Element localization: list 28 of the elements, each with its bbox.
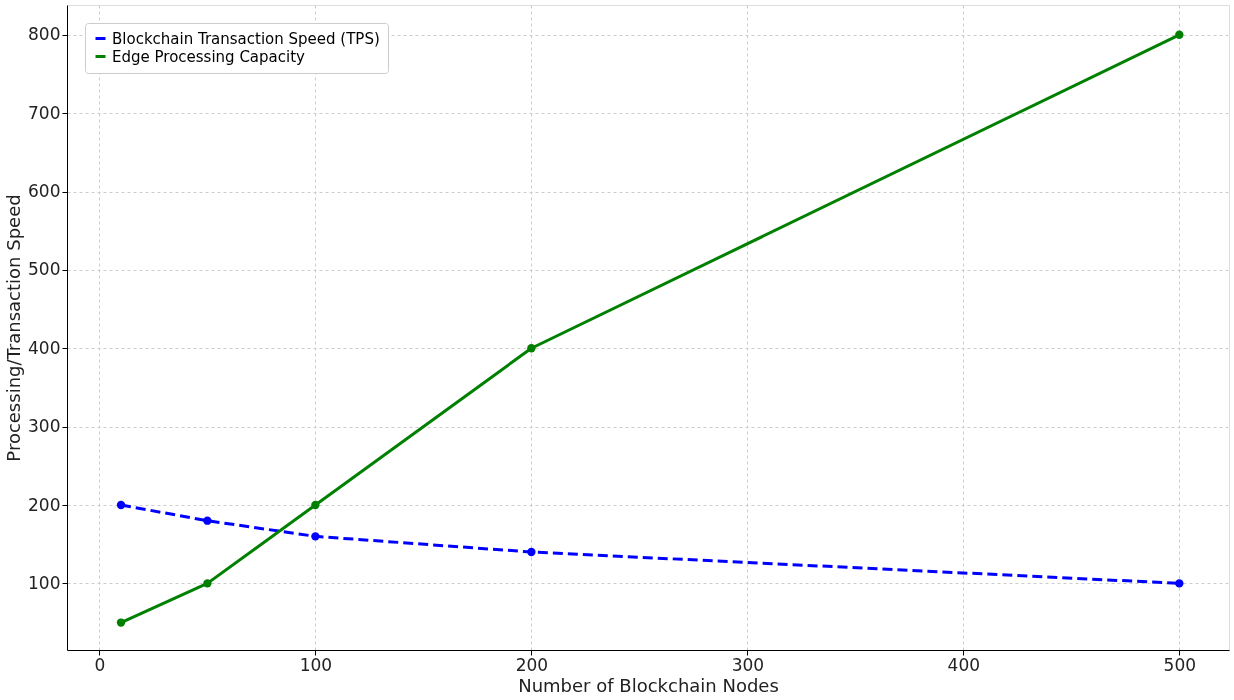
x-tick-label: 400 bbox=[947, 654, 981, 675]
y-axis-title: Processing/Transaction Speed bbox=[3, 194, 25, 462]
x-tick-label: 300 bbox=[731, 654, 765, 675]
x-tick-label: 100 bbox=[299, 654, 333, 675]
point bbox=[311, 500, 320, 510]
legend-label: Edge Processing Capacity bbox=[112, 47, 306, 66]
point bbox=[116, 618, 126, 627]
point bbox=[116, 500, 126, 510]
x-tick-label: 0 bbox=[94, 654, 106, 675]
y-tick-label: 600 bbox=[28, 181, 61, 202]
y-tick-label: 700 bbox=[28, 102, 61, 123]
y-tick-label: 800 bbox=[28, 24, 61, 45]
y-tick-label: 400 bbox=[28, 337, 61, 358]
y-tick-label: 300 bbox=[28, 416, 61, 437]
point bbox=[527, 547, 536, 557]
point bbox=[203, 579, 212, 588]
x-tick-label: 200 bbox=[515, 654, 549, 675]
point bbox=[1175, 30, 1184, 39]
point bbox=[311, 532, 320, 541]
point bbox=[527, 344, 536, 353]
point bbox=[1175, 579, 1184, 588]
x-axis-title: Number of Blockchain Nodes bbox=[518, 674, 779, 696]
point bbox=[203, 516, 212, 525]
legend-label: Blockchain Transaction Speed (TPS) bbox=[112, 29, 380, 48]
y-tick-label: 100 bbox=[28, 572, 61, 593]
x-tick-label: 500 bbox=[1163, 654, 1197, 675]
y-tick-label: 500 bbox=[28, 259, 61, 280]
y-tick-label: 200 bbox=[28, 494, 61, 515]
